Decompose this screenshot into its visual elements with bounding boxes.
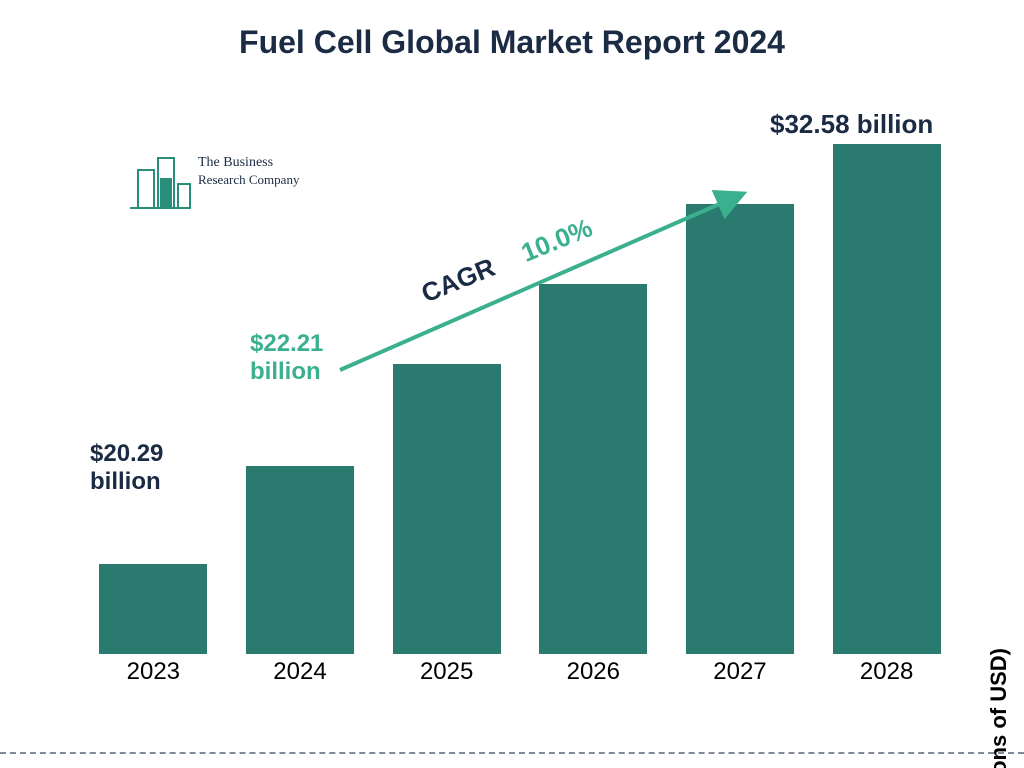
bar-wrap: [393, 364, 501, 654]
bar: [539, 284, 647, 654]
bar-wrap: [246, 466, 354, 654]
value-label-2023: $20.29 billion: [90, 440, 163, 495]
x-axis-tick-label: 2028: [833, 658, 941, 686]
bar: [393, 364, 501, 654]
bar-wrap: [99, 564, 207, 654]
x-axis-labels: 2023 2024 2025 2026 2027 2028: [80, 658, 960, 700]
bar: [246, 466, 354, 654]
bar-wrap: [686, 204, 794, 654]
x-axis-tick-label: 2024: [246, 658, 354, 686]
bars-group: [80, 100, 960, 654]
value-label-line2: billion: [250, 358, 323, 386]
footer-divider: [0, 752, 1024, 754]
chart-title: Fuel Cell Global Market Report 2024: [0, 24, 1024, 61]
value-label-line1: $20.29: [90, 440, 163, 468]
bar: [686, 204, 794, 654]
y-axis-label: Market Size (in billions of USD): [986, 648, 1012, 768]
x-axis-tick-label: 2027: [686, 658, 794, 686]
x-axis-tick-label: 2023: [99, 658, 207, 686]
bar: [833, 144, 941, 654]
bar-wrap: [539, 284, 647, 654]
bar-wrap: [833, 144, 941, 654]
value-label-line1: $22.21: [250, 330, 323, 358]
value-label-line2: billion: [90, 468, 163, 496]
bar: [99, 564, 207, 654]
x-axis-tick-label: 2026: [539, 658, 647, 686]
value-label-2024: $22.21 billion: [250, 330, 323, 385]
x-axis-tick-label: 2025: [393, 658, 501, 686]
value-label-2028: $32.58 billion: [770, 110, 933, 140]
plot-area: 2023 2024 2025 2026 2027 2028: [80, 100, 960, 700]
chart-container: Fuel Cell Global Market Report 2024 The …: [0, 0, 1024, 768]
